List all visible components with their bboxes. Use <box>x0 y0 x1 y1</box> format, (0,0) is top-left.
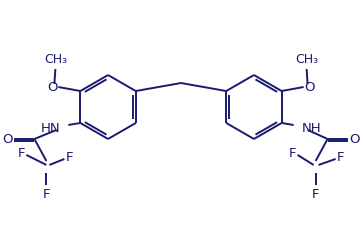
Text: CH₃: CH₃ <box>295 53 318 66</box>
Text: F: F <box>43 188 50 201</box>
Text: HN: HN <box>41 122 60 135</box>
Text: F: F <box>18 147 25 160</box>
Text: O: O <box>47 81 58 94</box>
Text: F: F <box>289 147 296 160</box>
Text: F: F <box>337 151 344 164</box>
Text: CH₃: CH₃ <box>44 53 67 66</box>
Text: O: O <box>304 81 315 94</box>
Text: F: F <box>312 188 319 201</box>
Text: O: O <box>2 133 12 146</box>
Text: F: F <box>66 151 73 164</box>
Text: O: O <box>350 133 360 146</box>
Text: NH: NH <box>302 122 321 135</box>
